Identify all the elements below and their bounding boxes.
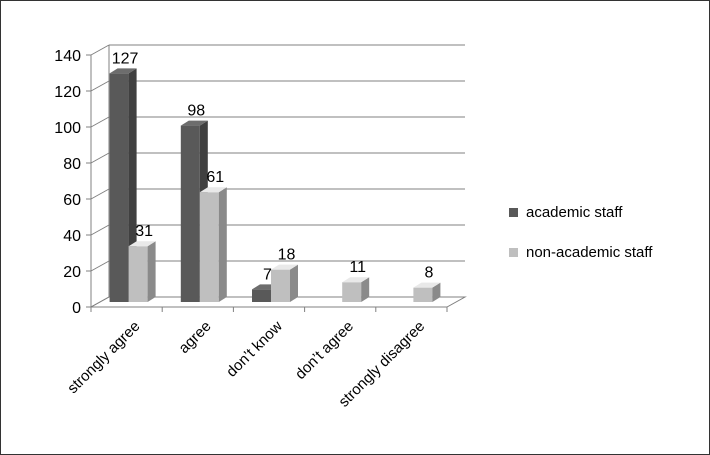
- y-tick-label-100: 100: [54, 120, 81, 137]
- gridline-connector-80: [90, 152, 110, 164]
- gridline-connector-140: [90, 44, 110, 56]
- y-tick-label-60: 60: [63, 192, 81, 209]
- gridline-connector-0: [90, 296, 110, 308]
- gridline-connector-40: [90, 224, 110, 236]
- bar-non-academic-staff-strongly-disagree: [413, 282, 441, 302]
- bar-non-academic-staff-don-t-know: [271, 264, 298, 302]
- axes: [86, 54, 448, 312]
- legend-swatch-non-academic-staff: [509, 248, 518, 257]
- data-label-non-academic-staff-strongly-disagree: 8: [424, 265, 433, 282]
- bars: [109, 68, 441, 303]
- bar-academic-staff-strongly-agree-front: [109, 73, 129, 303]
- gridline-connector-120: [90, 80, 110, 92]
- y-tick-label-0: 0: [72, 300, 81, 317]
- y-axis-ticks: 0 20 40 60 80 100 120 140: [54, 48, 81, 317]
- bar-non-academic-staff-don-t-agree-front: [342, 282, 362, 302]
- bar-non-academic-staff-strongly-disagree-front: [413, 287, 433, 302]
- bar-non-academic-staff-don-t-know-top: [271, 264, 298, 270]
- legend-label-non-academic-staff: non-academic staff: [526, 244, 653, 261]
- y-tick-label-120: 120: [54, 84, 81, 101]
- bar-non-academic-staff-strongly-disagree-top: [413, 282, 441, 288]
- x-tick-label-strongly-agree: strongly agree: [64, 318, 143, 397]
- legend: academic staff non-academic staff: [509, 204, 653, 261]
- bar-academic-staff-don-t-know-front: [252, 289, 271, 302]
- bar-non-academic-staff-agree-front: [199, 192, 219, 302]
- bar-non-academic-staff-don-t-know-front: [271, 269, 290, 302]
- bar-non-academic-staff-don-t-agree-side: [361, 277, 370, 302]
- bar-non-academic-staff-don-t-know-side: [290, 264, 298, 302]
- bar-academic-staff-strongly-agree-top: [109, 68, 137, 74]
- bar-non-academic-staff-strongly-agree-front: [128, 246, 148, 302]
- data-label-academic-staff-agree: 98: [187, 103, 205, 120]
- data-label-non-academic-staff-don-t-know: 18: [278, 247, 296, 264]
- bar-non-academic-staff-don-t-agree: [342, 277, 370, 302]
- bar-non-academic-staff-strongly-agree-top: [128, 241, 156, 247]
- data-label-academic-staff-don-t-know: 7: [263, 266, 272, 283]
- x-tick-label-agree: agree: [175, 318, 214, 357]
- data-label-academic-staff-strongly-agree: 127: [112, 50, 139, 67]
- legend-swatch-academic-staff: [509, 208, 518, 217]
- y-tick-label-40: 40: [63, 228, 81, 245]
- bar-non-academic-staff-agree-top: [199, 187, 227, 193]
- x-tick-label-don-t-know: don’t know: [223, 318, 286, 381]
- y-tick-label-140: 140: [54, 48, 81, 65]
- bar-non-academic-staff-strongly-agree: [128, 241, 156, 302]
- bar-non-academic-staff-agree-side: [218, 187, 227, 302]
- y-tick-label-20: 20: [63, 264, 81, 281]
- data-label-non-academic-staff-agree: 61: [206, 169, 224, 186]
- data-label-non-academic-staff-strongly-agree: 31: [135, 223, 153, 240]
- legend-label-academic-staff: academic staff: [526, 204, 623, 221]
- bar-academic-staff-agree-top: [180, 120, 208, 126]
- bar-non-academic-staff-strongly-agree-side: [147, 241, 156, 302]
- data-label-non-academic-staff-don-t-agree: 11: [349, 259, 366, 276]
- data-labels: 127 31 98 61 7 18 11 8: [112, 50, 434, 283]
- gridlines: [90, 44, 465, 308]
- y-tick-label-80: 80: [63, 156, 81, 173]
- gridline-connector-20: [90, 260, 110, 272]
- gridline-connector-100: [90, 116, 110, 128]
- bar-academic-staff-agree-front: [180, 125, 200, 302]
- x-axis-ticks: strongly agree agree don’t know don’t agree…: [64, 318, 428, 411]
- x-tick-label-don-t-agree: don’t agree: [292, 318, 357, 383]
- gridline-connector-60: [90, 188, 110, 200]
- bar-non-academic-staff-agree: [199, 187, 227, 302]
- bar-non-academic-staff-don-t-agree-top: [342, 277, 370, 283]
- bar-non-academic-staff-strongly-disagree-side: [432, 282, 441, 302]
